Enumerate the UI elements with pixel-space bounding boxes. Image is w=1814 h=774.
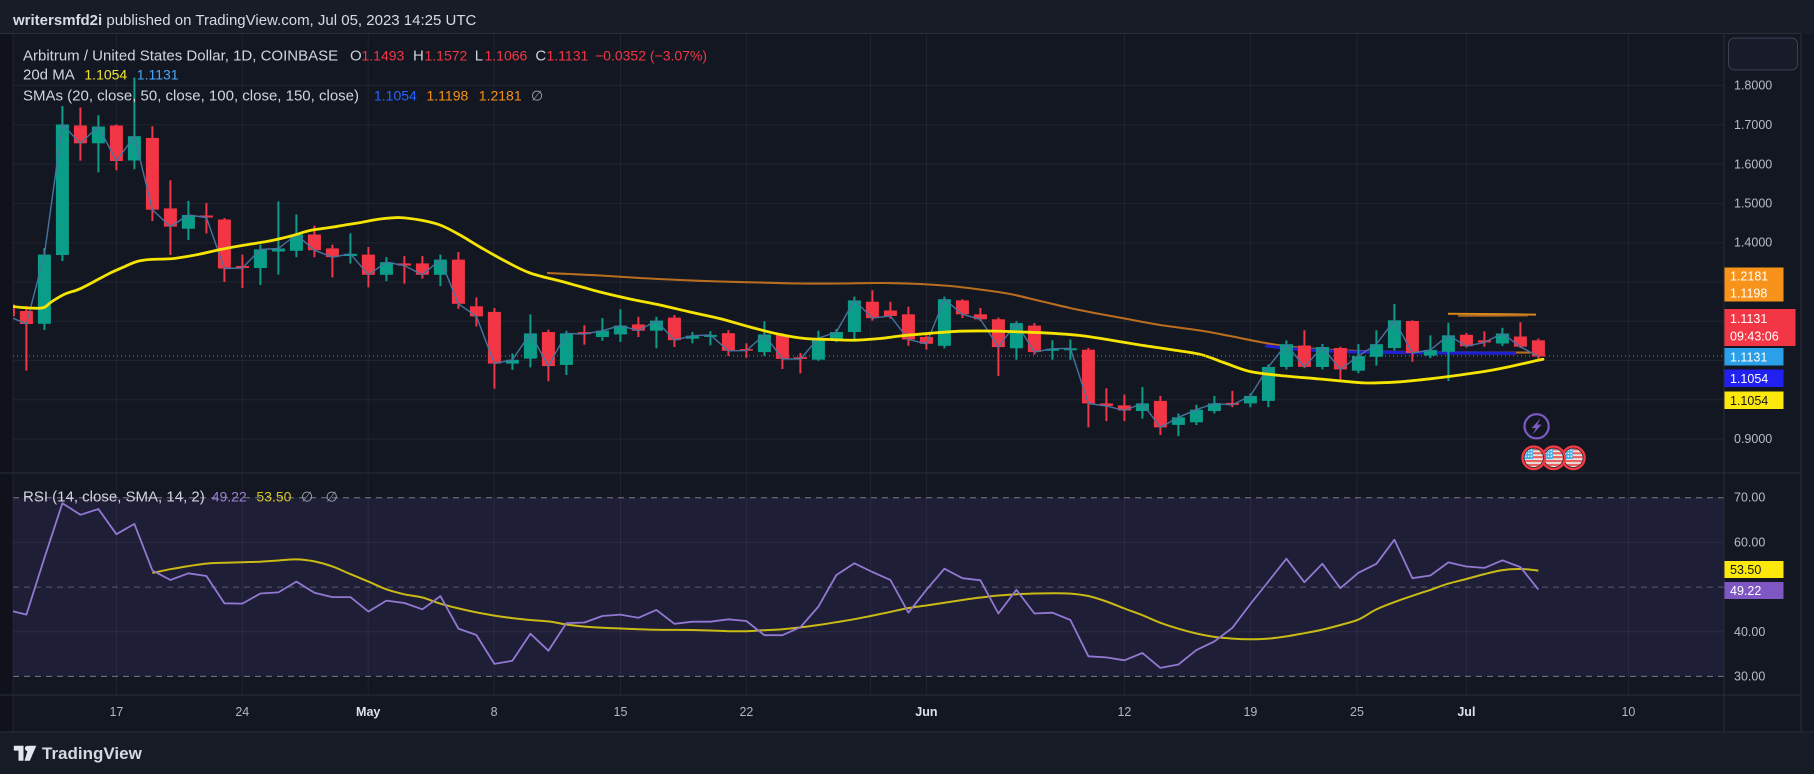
svg-text:10: 10: [1621, 705, 1635, 719]
svg-text:49.22: 49.22: [1730, 584, 1761, 598]
svg-text:May: May: [356, 705, 380, 719]
svg-text:25: 25: [1350, 705, 1364, 719]
svg-text:SMAs (20, close, 50, close, 10: SMAs (20, close, 50, close, 100, close, …: [23, 88, 359, 105]
svg-text:49.22: 49.22: [212, 489, 247, 505]
svg-text:1.1493: 1.1493: [362, 48, 405, 64]
svg-text:1.1131: 1.1131: [1730, 312, 1767, 326]
svg-text:60.00: 60.00: [1734, 535, 1765, 549]
svg-text:1.1198: 1.1198: [1730, 287, 1767, 301]
svg-text:Jul: Jul: [1457, 705, 1475, 719]
svg-text:H: H: [413, 48, 424, 65]
svg-text:1.1054: 1.1054: [84, 67, 127, 83]
svg-text:8: 8: [491, 705, 498, 719]
svg-text:24: 24: [235, 705, 249, 719]
svg-text:1.1131: 1.1131: [547, 48, 589, 64]
svg-text:20d MA: 20d MA: [23, 67, 75, 84]
svg-text:writersmfd2i published on Trad: writersmfd2i published on TradingView.co…: [12, 12, 476, 29]
svg-text:0.9000: 0.9000: [1734, 432, 1772, 446]
svg-text:1.1066: 1.1066: [485, 48, 528, 64]
svg-text:1.4000: 1.4000: [1734, 236, 1772, 250]
svg-text:1.8000: 1.8000: [1734, 78, 1772, 92]
svg-text:15: 15: [614, 705, 628, 719]
svg-text:1.6000: 1.6000: [1734, 157, 1772, 171]
svg-text:1.1054: 1.1054: [1730, 394, 1768, 408]
svg-text:Jun: Jun: [915, 705, 937, 719]
svg-text:1.2181: 1.2181: [479, 88, 522, 104]
svg-text:22: 22: [739, 705, 753, 719]
svg-text:1.2181: 1.2181: [1730, 270, 1768, 284]
svg-text:RSI (14, close, SMA, 14, 2): RSI (14, close, SMA, 14, 2): [23, 489, 205, 506]
svg-text:1.1054: 1.1054: [1730, 372, 1768, 386]
svg-text:1.7000: 1.7000: [1734, 118, 1772, 132]
svg-text:∅: ∅: [301, 489, 313, 505]
svg-text:O: O: [350, 48, 362, 65]
svg-text:1.1572: 1.1572: [425, 48, 468, 64]
svg-text:1.1131: 1.1131: [1730, 350, 1767, 364]
svg-text:30.00: 30.00: [1734, 669, 1765, 683]
svg-text:Arbitrum / United States Dolla: Arbitrum / United States Dollar, 1D, COI…: [23, 48, 338, 65]
svg-text:−0.0352 (−3.07%): −0.0352 (−3.07%): [595, 48, 707, 64]
svg-text:∅: ∅: [326, 489, 338, 505]
svg-text:1.1198: 1.1198: [427, 88, 469, 104]
svg-text:C: C: [535, 48, 546, 65]
svg-text:∅: ∅: [531, 88, 543, 104]
svg-text:40.00: 40.00: [1734, 625, 1765, 639]
svg-text:09:43:06: 09:43:06: [1730, 330, 1779, 344]
svg-text:1.5000: 1.5000: [1734, 197, 1772, 211]
svg-text:L: L: [475, 48, 483, 65]
svg-text:53.50: 53.50: [256, 489, 291, 505]
svg-text:19: 19: [1243, 705, 1257, 719]
svg-text:TradingView: TradingView: [42, 744, 143, 763]
svg-text:12: 12: [1117, 705, 1131, 719]
svg-text:70.00: 70.00: [1734, 491, 1765, 505]
svg-text:53.50: 53.50: [1730, 563, 1761, 577]
svg-text:1.1054: 1.1054: [374, 88, 417, 104]
svg-text:1.1131: 1.1131: [137, 67, 179, 83]
svg-text:17: 17: [109, 705, 123, 719]
